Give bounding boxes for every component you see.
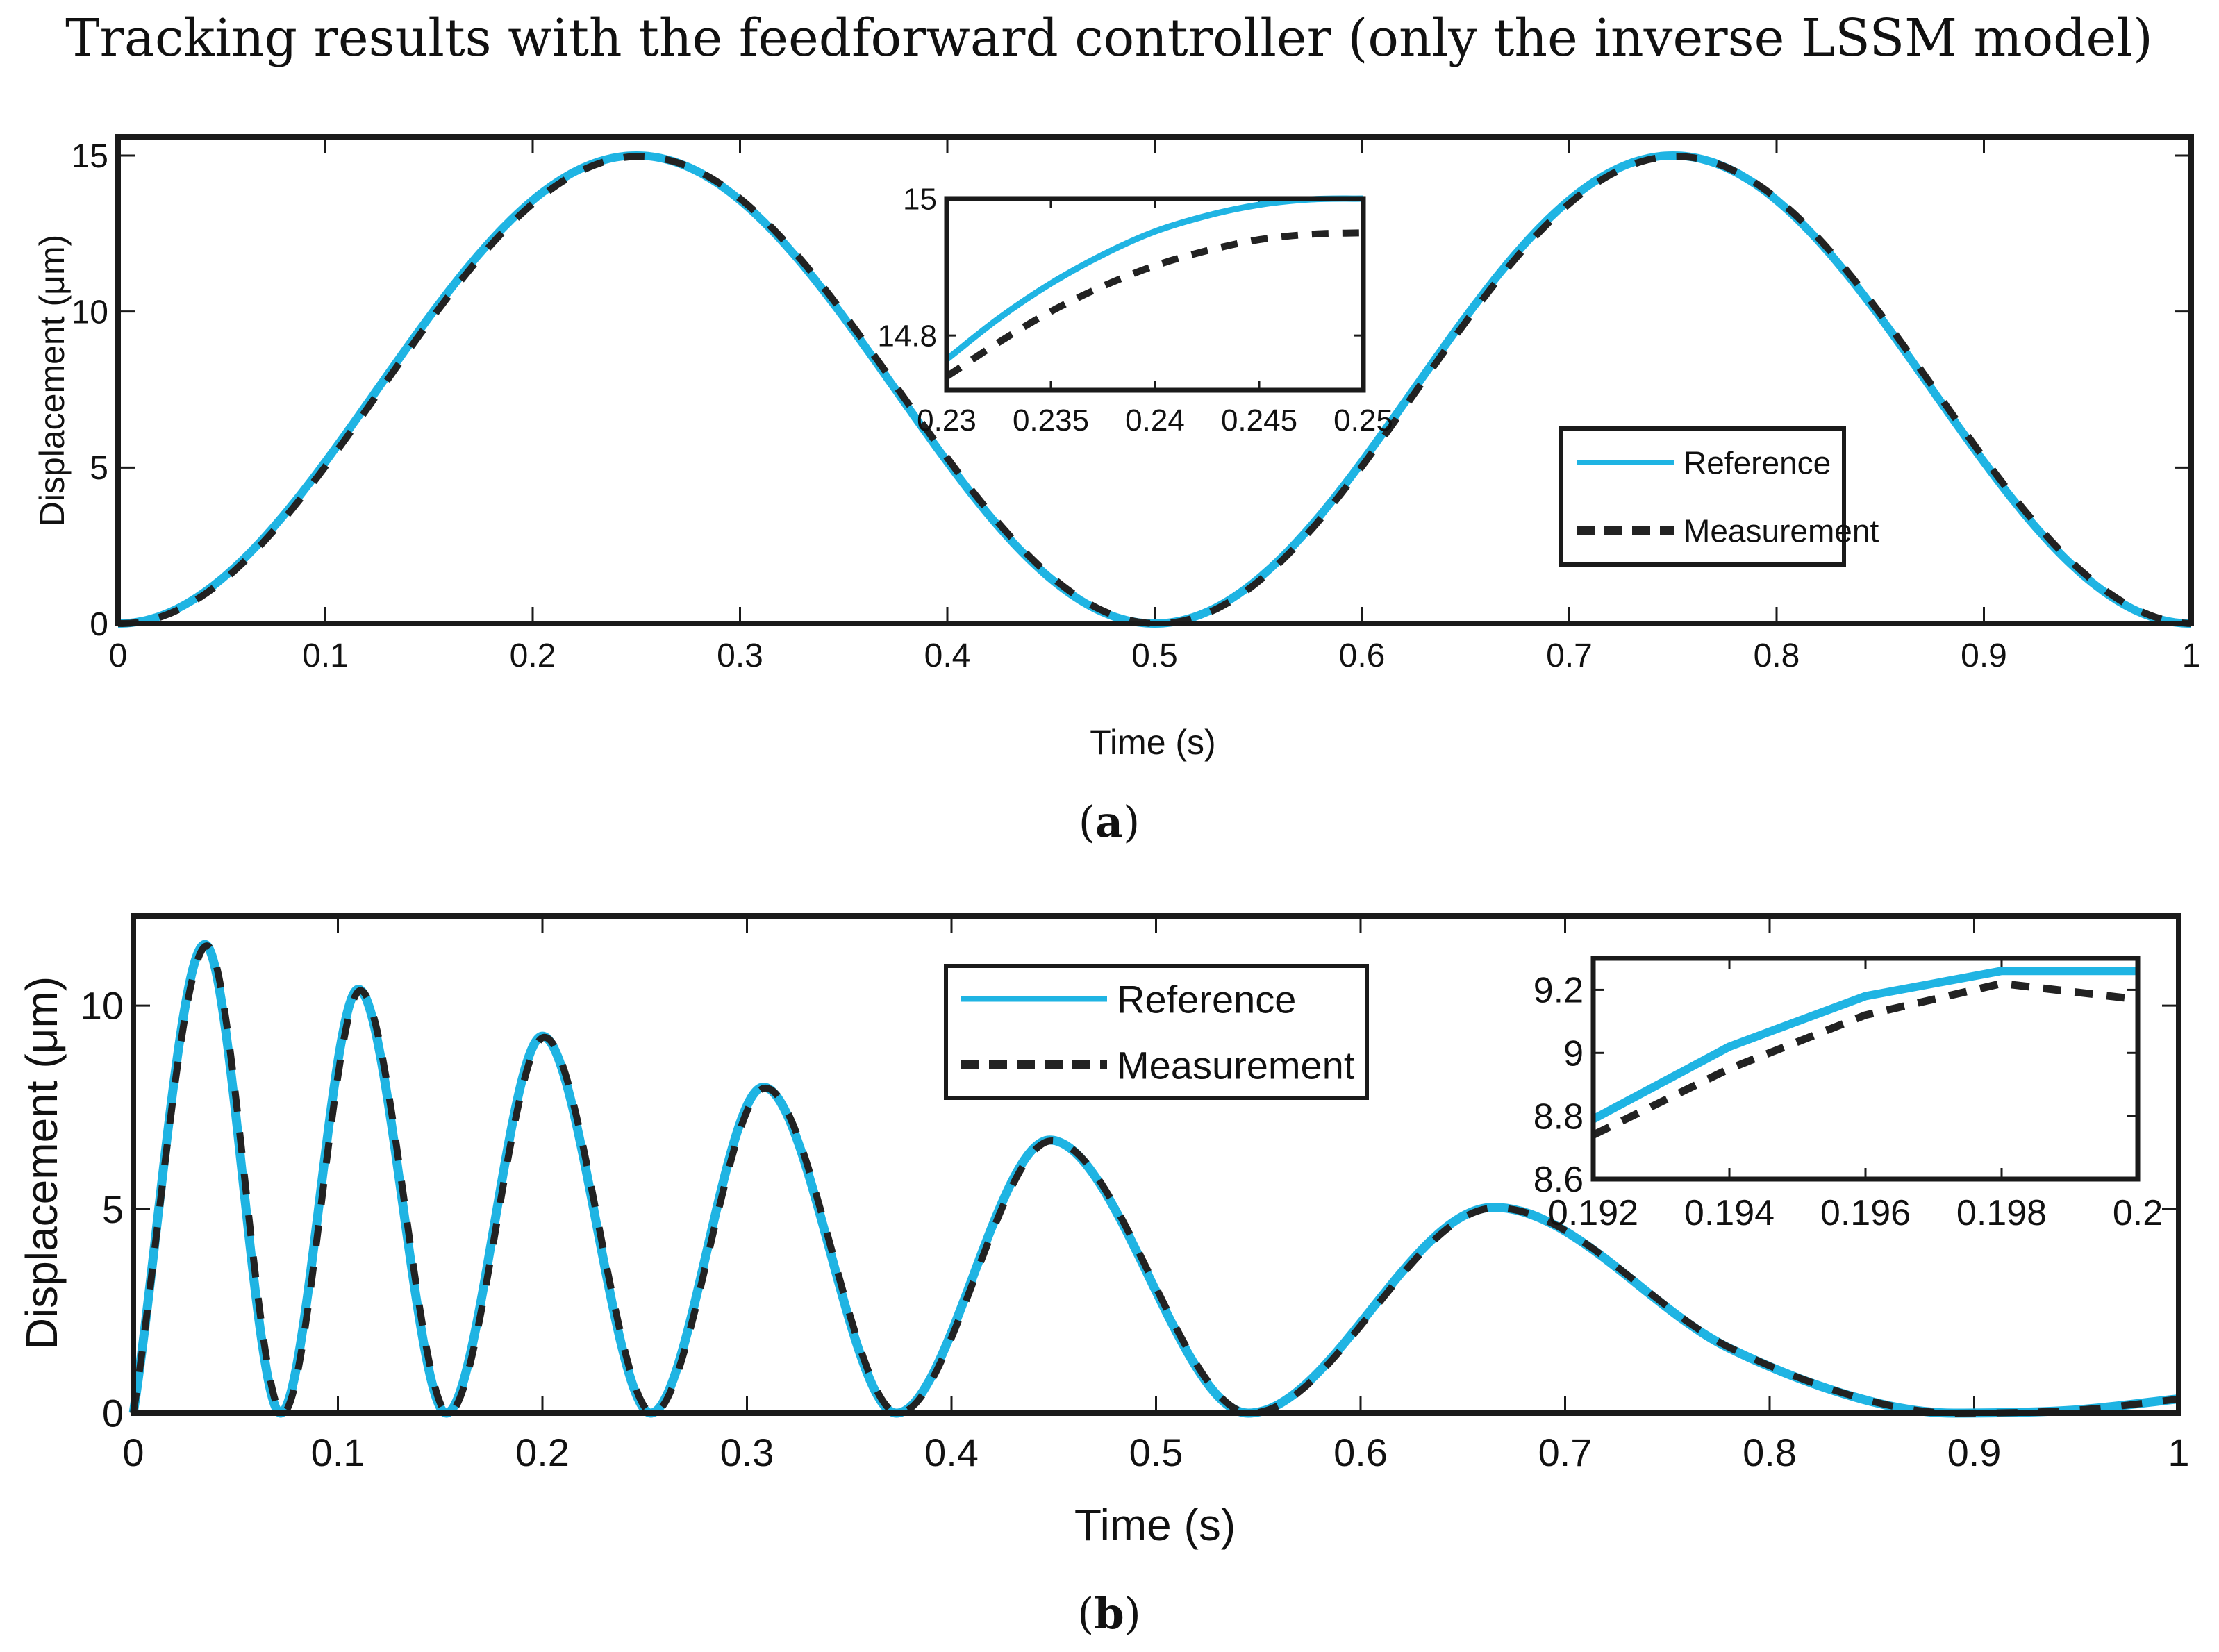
b-axes-frame — [131, 913, 2181, 1416]
b-xtick-label: 0.8 — [1743, 1430, 1797, 1474]
a-inset-ytick-label: 15 — [903, 182, 937, 216]
a-xtick-label: 0.4 — [924, 637, 971, 674]
b-ytick-label: 5 — [102, 1187, 124, 1231]
b-inset-xtick-label: 0.196 — [1820, 1193, 1911, 1233]
a-x-axis-label: Time (s) — [1090, 723, 1215, 762]
b-xtick-label: 0.7 — [1538, 1430, 1593, 1474]
caption-a-letter: a — [1095, 796, 1123, 847]
a-xtick-label: 0.6 — [1339, 637, 1386, 674]
a-inset-xtick-label: 0.24 — [1125, 403, 1185, 437]
a-axes-frame — [115, 134, 2194, 626]
a-inset-frame — [944, 196, 1366, 393]
b-inset-ytick-label: 9.2 — [1534, 971, 1584, 1011]
b-inset-ytick-label: 8.8 — [1534, 1096, 1584, 1137]
b-xtick-label: 0.4 — [924, 1430, 979, 1474]
a-inset-xtick-label: 0.245 — [1221, 403, 1297, 437]
a-xtick-label: 0.7 — [1546, 637, 1593, 674]
a-legend-box — [1559, 426, 1846, 567]
b-legend-box — [944, 964, 1369, 1100]
b-inset-xtick-label: 0.194 — [1684, 1193, 1775, 1233]
caption-a-close: ) — [1123, 796, 1140, 847]
a-series-measurement-line — [117, 153, 2192, 627]
a-ytick-label: 15 — [72, 138, 108, 175]
b-xtick-label: 0.2 — [515, 1430, 570, 1474]
a-inset-area — [947, 199, 1363, 390]
caption-a-open: ( — [1079, 796, 1095, 847]
subplot-a-caption: (a) — [1079, 796, 1140, 847]
a-xtick-label: 0.2 — [510, 637, 556, 674]
figure-title: Tracking results with the feedforward co… — [65, 8, 2153, 68]
b-legend-reference-label: Reference — [1117, 978, 1296, 1021]
a-legend-measurement-label: Measurement — [1684, 513, 1879, 549]
b-xtick-label: 0.1 — [311, 1430, 365, 1474]
a-ytick-label: 0 — [90, 606, 108, 643]
b-ytick-label: 0 — [102, 1392, 124, 1435]
b-inset-xtick-label: 0.2 — [2113, 1193, 2163, 1233]
b-inset-ytick-label: 9 — [1563, 1033, 1584, 1074]
b-xtick-label: 0.6 — [1333, 1430, 1388, 1474]
b-series-measurement-line — [130, 942, 2181, 1417]
b-xtick-label: 1 — [2168, 1430, 2189, 1474]
a-ytick-label: 10 — [72, 294, 108, 331]
a-legend-reference-label: Reference — [1684, 445, 1831, 481]
a-xtick-label: 0.1 — [302, 637, 349, 674]
a-xtick-label: 0.9 — [1961, 637, 2007, 674]
b-inset-measurement-line — [1591, 979, 2138, 1139]
a-ytick-label: 5 — [90, 450, 108, 487]
a-inset-xtick-label: 0.23 — [917, 403, 976, 437]
a-xtick-label: 0 — [109, 637, 128, 674]
b-inset-ytick-label: 8.6 — [1534, 1160, 1584, 1200]
b-inset-xtick-label: 0.192 — [1548, 1193, 1638, 1233]
b-y-axis-label: Displacement (μm) — [17, 976, 67, 1350]
caption-b-letter: b — [1094, 1588, 1124, 1639]
b-xtick-label: 0 — [122, 1430, 144, 1474]
b-xtick-label: 0.3 — [720, 1430, 774, 1474]
b-inset-xtick-label: 0.198 — [1956, 1193, 2047, 1233]
b-legend-measurement-label: Measurement — [1117, 1044, 1355, 1087]
a-xtick-label: 0.8 — [1754, 637, 1800, 674]
b-xtick-label: 0.5 — [1129, 1430, 1183, 1474]
a-inset-xtick-label: 0.235 — [1013, 403, 1089, 437]
a-inset-ytick-label: 14.8 — [877, 319, 937, 353]
a-y-axis-label: Displacement (μm) — [33, 235, 72, 527]
a-xtick-label: 1 — [2182, 637, 2201, 674]
subplot-b-caption: (b) — [1077, 1588, 1141, 1639]
a-xtick-label: 0.5 — [1131, 637, 1178, 674]
b-xtick-label: 0.9 — [1947, 1430, 2002, 1474]
caption-b-open: ( — [1077, 1588, 1094, 1639]
subplot-a: 0 0.1 0.2 0.3 0.4 0.5 0.6 0.7 0.8 0.9 1051015Time … — [33, 134, 2201, 762]
a-xtick-label: 0.3 — [717, 637, 763, 674]
a-inset-measurement-line — [945, 229, 1364, 380]
caption-b-close: ) — [1124, 1588, 1141, 1639]
a-inset-xtick-label: 0.25 — [1333, 403, 1393, 437]
b-ytick-label: 10 — [81, 984, 124, 1028]
b-inset-reference-line — [1591, 967, 2138, 1123]
b-x-axis-label: Time (s) — [1074, 1500, 1236, 1550]
b-inset-frame — [1590, 956, 2141, 1182]
